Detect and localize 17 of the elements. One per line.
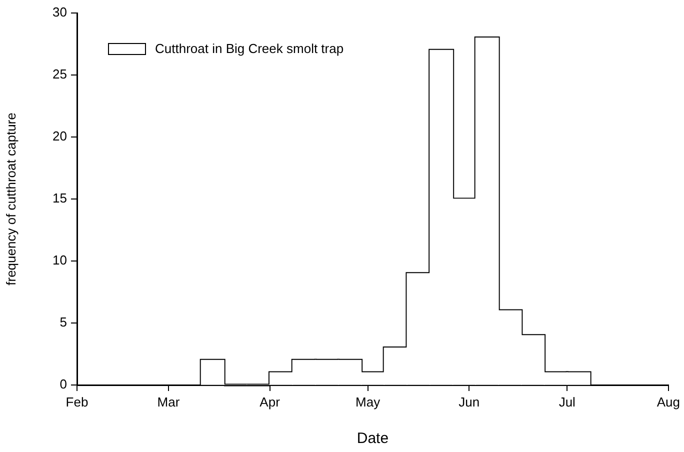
y-axis-title: frequency of cutthroat capture xyxy=(3,112,18,286)
x-tick-label: Feb xyxy=(66,394,88,410)
y-tick-label: 15 xyxy=(52,190,67,206)
x-tick-label: Apr xyxy=(260,394,281,410)
y-tick-label: 25 xyxy=(52,66,67,82)
y-tick-label: 5 xyxy=(60,314,67,330)
y-tick-label: 30 xyxy=(52,4,67,20)
x-tick-label: Jul xyxy=(558,394,576,410)
x-tick-label: Mar xyxy=(157,394,180,410)
x-tick-label: Jun xyxy=(458,394,480,410)
x-tick-label: Aug xyxy=(656,394,680,410)
y-tick-label: 10 xyxy=(52,252,67,268)
x-axis-title: Date xyxy=(356,430,389,448)
y-tick-label: 20 xyxy=(52,128,67,144)
x-tick-label: May xyxy=(356,394,381,410)
legend: Cutthroat in Big Creek smolt trap xyxy=(108,41,344,56)
y-tick-label: 0 xyxy=(60,376,67,392)
